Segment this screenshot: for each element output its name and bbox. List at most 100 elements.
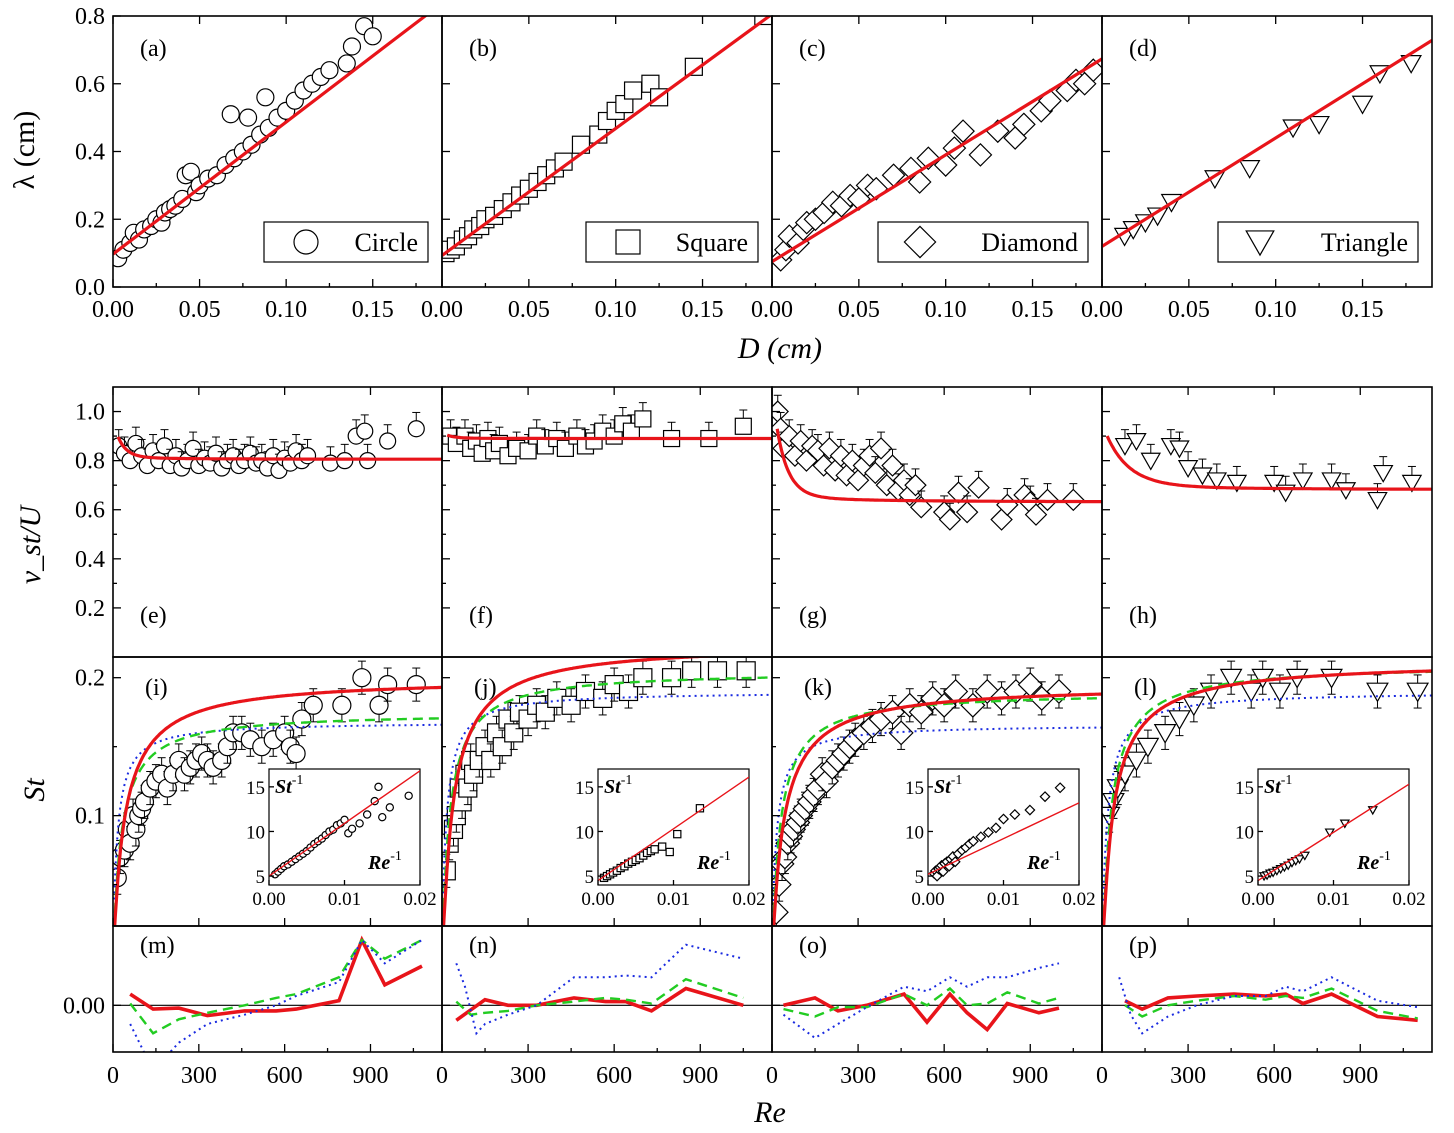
panel-j: (j) 0.00 0.01 0.02 5 10 15 St-1 Re-1: [441, 656, 773, 927]
plot-area: [442, 16, 772, 263]
inset-x-tick-label: 0.00: [911, 889, 944, 910]
data-point: [337, 54, 356, 73]
legend-box: [877, 221, 1089, 263]
y-tick-label: 0.4: [75, 547, 105, 573]
x-tick-label: 0: [1096, 1063, 1108, 1089]
fit-curve-green: [772, 697, 1102, 926]
inset-point: [404, 791, 413, 800]
data-point: [955, 500, 979, 524]
inset-point: [1039, 791, 1051, 803]
panel-l: (l) 0.00 0.01 0.02 5 10 15 St-1 Re-1: [1101, 656, 1433, 927]
fit-line: [1102, 39, 1432, 248]
plot-area: [113, 411, 442, 480]
data-point: [618, 681, 639, 702]
fit-curve-red: [1102, 669, 1432, 926]
data-point: [155, 437, 174, 455]
inset-x-tick-label: 0.01: [987, 889, 1020, 910]
inset-point: [374, 782, 383, 792]
plot-area: [442, 943, 772, 1036]
data-point: [938, 508, 962, 531]
inset-point: [657, 842, 667, 851]
data-point: [772, 872, 792, 898]
panel-d: 0.00 0.05 0.10 0.15 (d) Triangle: [1081, 15, 1433, 323]
x-tick-label: 0.05: [179, 297, 221, 323]
fit-curve-red: [442, 657, 723, 926]
data-point: [1308, 115, 1330, 135]
data-point: [1268, 682, 1292, 703]
data-point: [1239, 682, 1263, 703]
inset-xlabel: Re-1: [696, 849, 731, 874]
x-tick-label: 0.05: [1168, 297, 1210, 323]
inset-x-tick-label: 0.02: [403, 889, 436, 910]
inset-y-tick-label: 10: [246, 822, 265, 843]
data-point: [634, 410, 652, 428]
x-tick-label: 0.10: [925, 297, 967, 323]
fit-curve-red: [772, 692, 1102, 926]
residual-series-green: [129, 938, 423, 1035]
inset-fit-line: [928, 802, 1079, 875]
x-tick-label: 0.15: [682, 297, 724, 323]
inset-y-tick-label: 5: [915, 867, 925, 888]
panel-label: (o): [799, 933, 827, 959]
inset-point: [990, 822, 1002, 834]
legend-box: [585, 221, 759, 263]
data-point: [1182, 696, 1206, 717]
x-tick-label: 0.10: [265, 297, 307, 323]
data-point: [1011, 112, 1036, 137]
fit-curve-blue: [113, 723, 442, 900]
data-point: [1292, 472, 1314, 491]
inset-point: [937, 866, 949, 878]
row1-xlabel-text: D (cm): [737, 332, 822, 365]
data-point: [1372, 464, 1394, 483]
inset-x-tick-label: 0.01: [657, 889, 690, 910]
y-tick-label: 1.0: [75, 400, 105, 426]
data-point: [519, 442, 537, 460]
data-point: [1219, 668, 1243, 689]
panel-label: (p): [1129, 933, 1157, 959]
panel-label: (d): [1129, 36, 1157, 62]
data-point: [875, 473, 899, 497]
inset-x-tick-label: 0.02: [1392, 889, 1425, 910]
panel-label: (b): [469, 36, 497, 62]
inset-plot-area: [1258, 783, 1409, 882]
inset-ylabel: St-1: [934, 773, 962, 798]
inset-point: [931, 870, 943, 882]
data-point: [1168, 710, 1191, 731]
x-tick-label: 0.00: [92, 297, 134, 323]
data-point: [1125, 751, 1148, 772]
data-point: [943, 678, 969, 705]
data-point: [407, 420, 425, 438]
fit-curve: [1105, 435, 1432, 491]
residual-series-green: [1124, 987, 1418, 1020]
data-point: [1192, 467, 1213, 486]
fit-curve-green: [442, 676, 772, 924]
panel-h: (h): [1101, 386, 1433, 658]
plot-area: [1105, 424, 1432, 510]
row3-ylabel: St: [18, 778, 51, 802]
inset-point: [673, 829, 682, 839]
data-point: [947, 481, 970, 504]
fit-line: [113, 16, 428, 256]
legend-label: Square: [676, 228, 748, 257]
x-tick-label: 0.10: [1255, 297, 1297, 323]
panel-label: (h): [1129, 603, 1157, 629]
data-point: [1024, 503, 1048, 526]
fit-line: [442, 16, 772, 257]
inset: 0.00 0.01 0.02 5 10 15 St-1 Re-1: [246, 768, 437, 910]
data-point: [221, 105, 240, 124]
inset-point: [982, 826, 994, 838]
inset-frame: [268, 768, 421, 886]
x-tick-label: 300: [840, 1063, 876, 1089]
x-tick-label: 600: [267, 1063, 303, 1089]
fit-curve-blue: [442, 693, 772, 894]
x-tick-label: 0.15: [352, 297, 394, 323]
data-point: [1406, 682, 1430, 703]
plot-area: [772, 394, 1102, 531]
inset-point: [355, 819, 364, 828]
data-point: [298, 447, 317, 465]
inset: 0.00 0.01 0.02 5 10 15 St-1 Re-1: [575, 768, 766, 910]
x-tick-label: 600: [926, 1063, 962, 1089]
legend-marker: [615, 229, 641, 255]
x-tick-label: 0.15: [1342, 297, 1384, 323]
